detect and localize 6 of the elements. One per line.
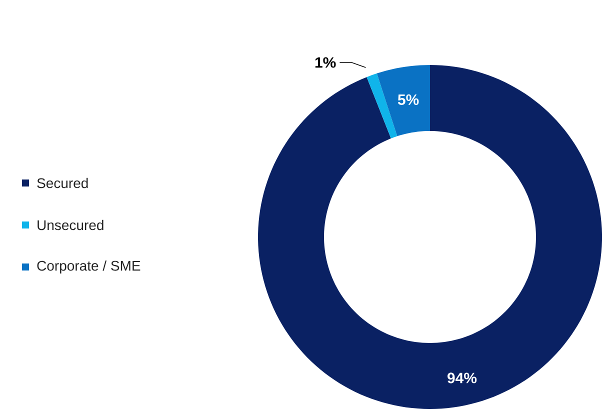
- legend-label: Unsecured: [38, 220, 104, 230]
- data-label: 5%: [398, 94, 419, 105]
- data-label: 94%: [448, 372, 477, 384]
- legend-label: Secured: [37, 178, 88, 188]
- legend-label: Corporate / SME: [37, 260, 140, 274]
- data-label: 1%: [315, 57, 336, 68]
